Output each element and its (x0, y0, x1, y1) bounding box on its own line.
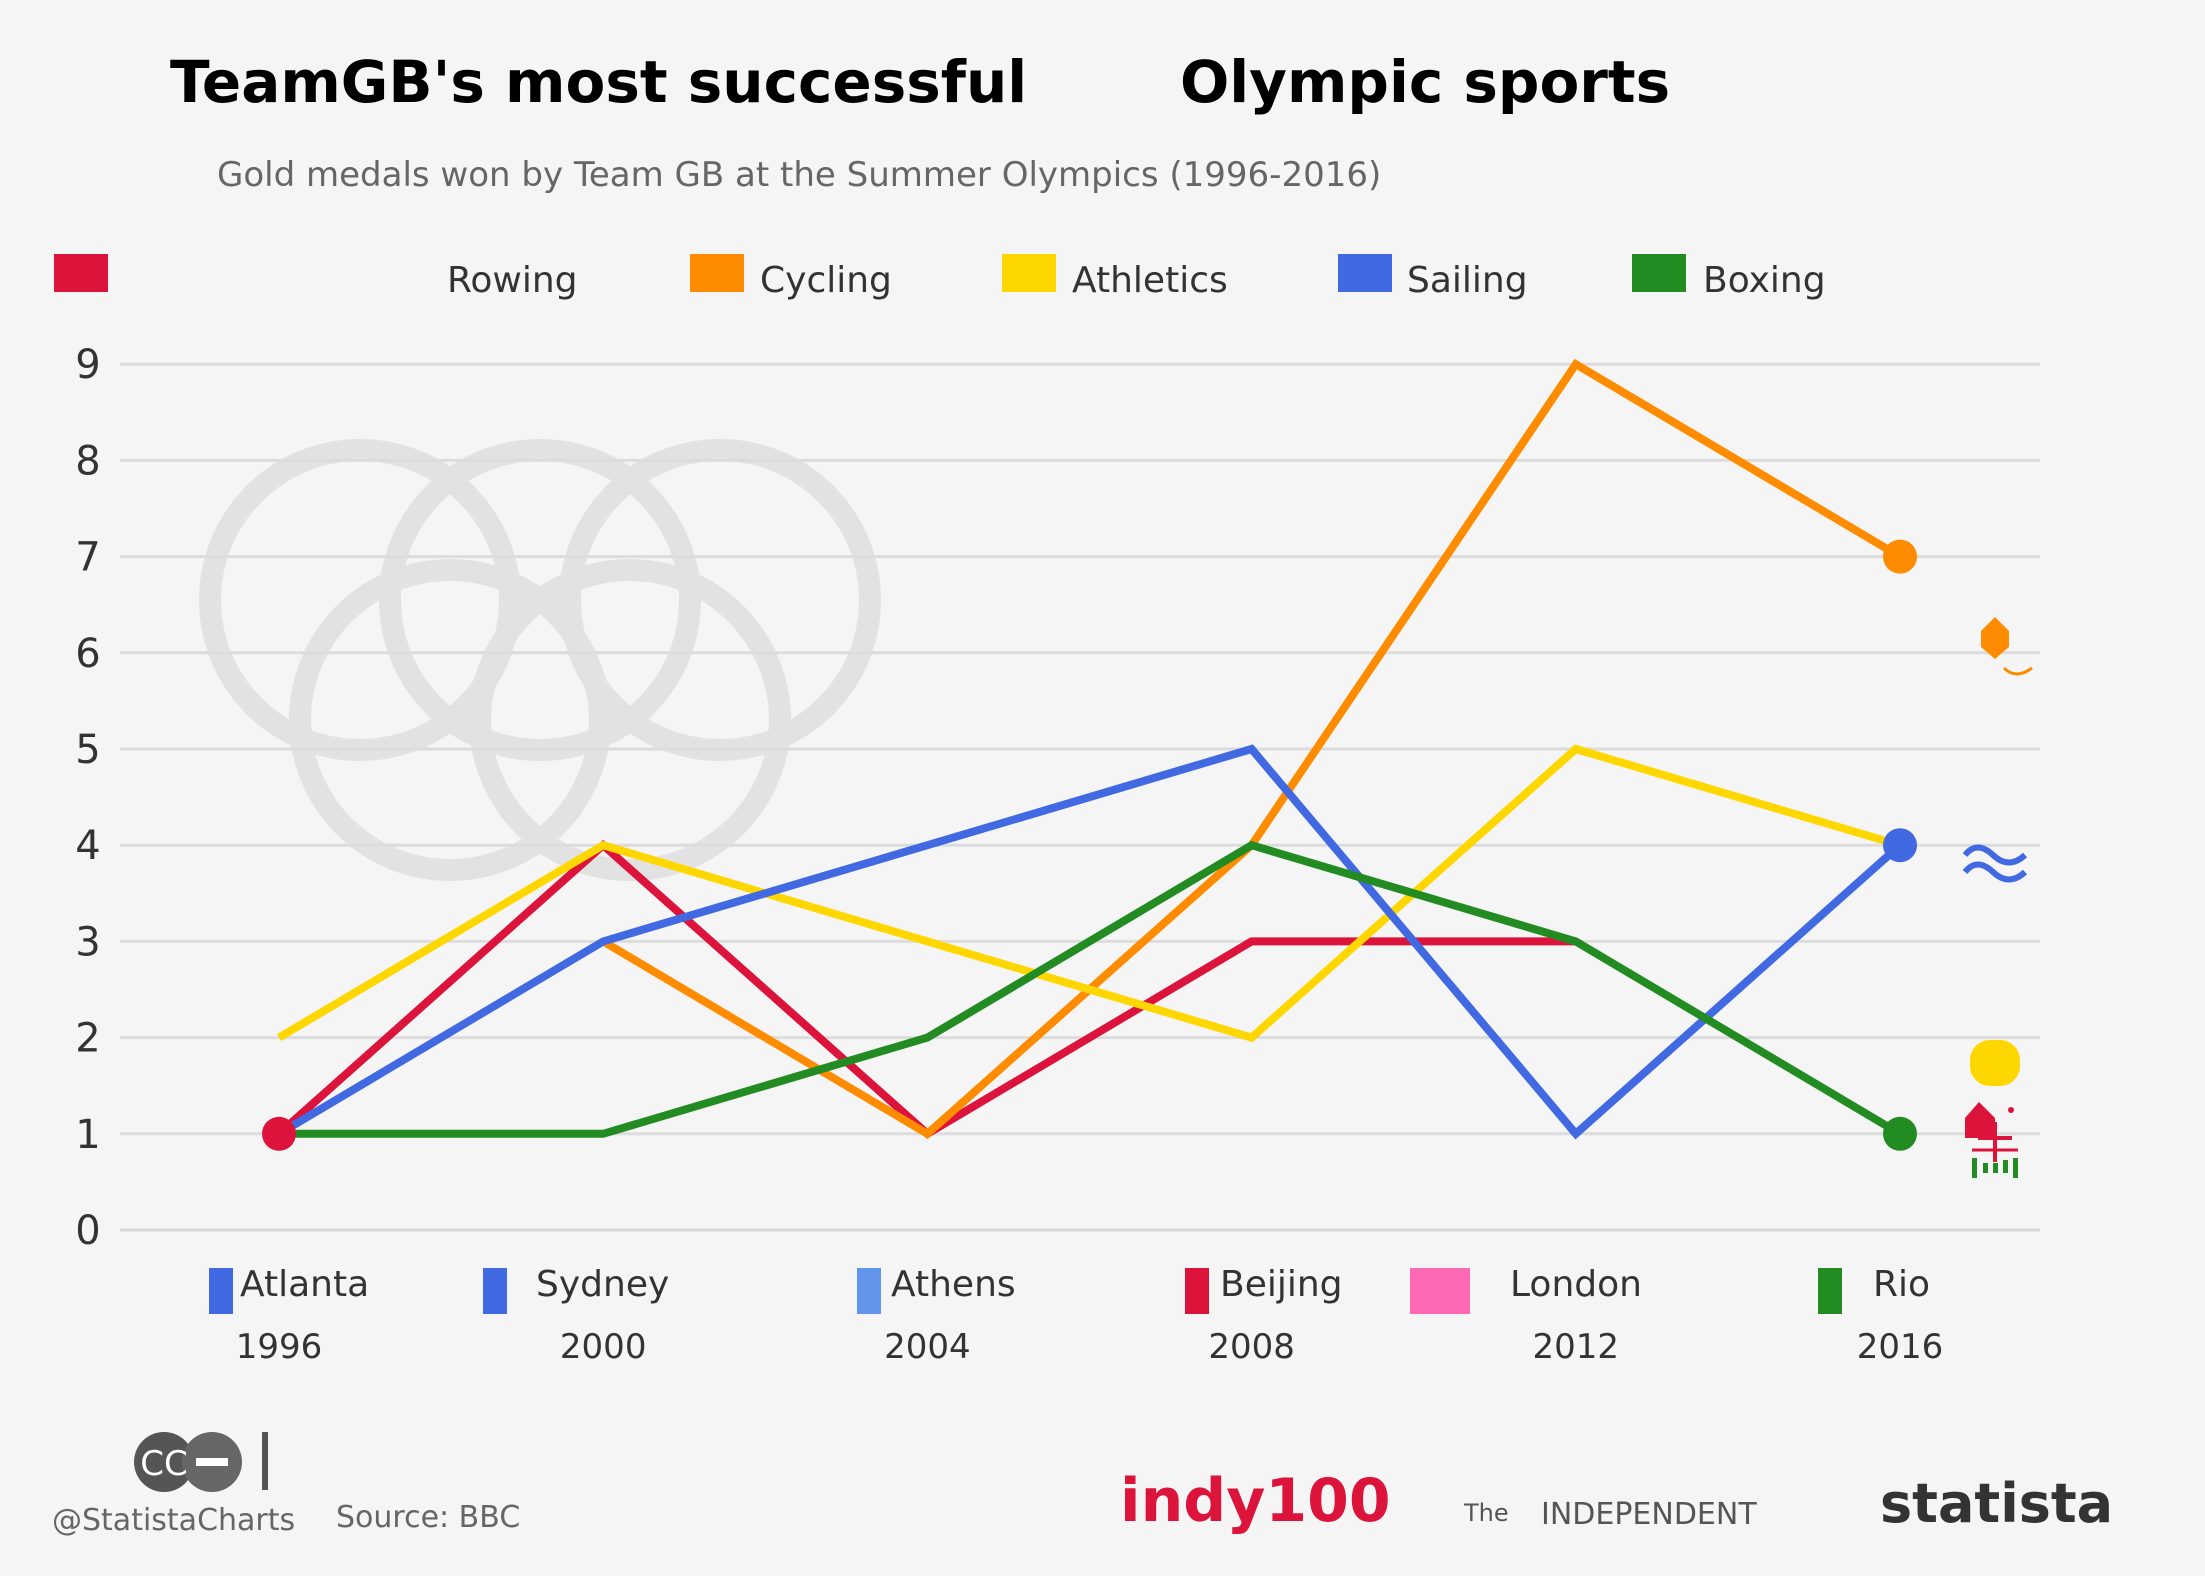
y-tick-label: 8 (75, 438, 100, 484)
series-marker-cycling-end (1883, 539, 1917, 574)
footer-handle: @StatistaCharts (52, 1503, 295, 1538)
series-marker-rowing-start (262, 1116, 296, 1151)
sport-icons (1962, 617, 2033, 1178)
x-tick-label: 2000 (560, 1327, 647, 1367)
city-flag-london (1410, 1268, 1470, 1314)
legend-swatch-rowing (54, 254, 108, 292)
y-tick-label: 9 (75, 342, 100, 388)
city-label-sydney: Sydney (536, 1264, 669, 1305)
x-tick-label: 2016 (1857, 1327, 1944, 1367)
series-marker-boxing-end (1883, 1116, 1917, 1151)
x-tick-label: 2004 (884, 1327, 971, 1367)
cycling-icon (1981, 617, 2033, 676)
olympic-ring-4 (289, 559, 611, 881)
legend-swatch-boxing (1632, 254, 1686, 292)
legend-swatch-athletics (1002, 254, 1056, 292)
legend-label-rowing: Rowing (447, 260, 578, 301)
chart-subtitle: Gold medals won by Team GB at the Summer… (217, 155, 1381, 195)
y-tick-label: 5 (75, 727, 100, 773)
chart-title-part2: Olympic sports (1180, 48, 1670, 116)
y-tick-label: 4 (75, 823, 100, 869)
x-tick-label: 2012 (1533, 1327, 1620, 1367)
cc-license-icon: CC (134, 1432, 268, 1492)
city-label-rio: Rio (1873, 1264, 1930, 1305)
legend-label-sailing: Sailing (1407, 260, 1528, 301)
footer: CC @StatistaCharts Source: BBC indy100 T… (52, 1432, 2113, 1538)
x-tick-label: 1996 (236, 1327, 323, 1367)
city-flag-athens (857, 1268, 881, 1314)
series-marker-sailing-end (1883, 828, 1917, 863)
city-label-atlanta: Atlanta (240, 1264, 369, 1305)
y-tick-label: 1 (75, 1112, 100, 1158)
chart-title-part1: TeamGB's most successful (170, 48, 1027, 116)
series-line-rowing (276, 839, 1576, 1139)
series-line-sailing (276, 744, 1903, 1140)
athletics-icon (1970, 1040, 2020, 1086)
y-tick-label: 2 (75, 1016, 100, 1062)
city-flag-rio (1818, 1268, 1842, 1314)
y-axis: 0 1 2 3 4 5 6 7 8 9 (75, 342, 100, 1254)
city-label-london: London (1510, 1264, 1642, 1305)
independent-logo: INDEPENDENT (1541, 1497, 1757, 1532)
statista-logo: statista (1880, 1472, 2113, 1535)
legend-label-athletics: Athletics (1072, 260, 1228, 301)
city-flag-sydney (483, 1268, 507, 1314)
olympic-rings-watermark (199, 439, 881, 881)
legend-label-boxing: Boxing (1703, 260, 1826, 301)
y-tick-label: 6 (75, 631, 100, 677)
indy100-logo: indy100 (1120, 1466, 1391, 1536)
x-tick-label: 2008 (1208, 1327, 1295, 1367)
city-flag-beijing (1185, 1268, 1209, 1314)
series-line-athletics (276, 744, 1902, 1043)
y-tick-label: 0 (75, 1208, 100, 1254)
city-flag-atlanta (209, 1268, 233, 1314)
footer-source: Source: BBC (336, 1500, 520, 1535)
legend: Rowing Cycling Athletics Sailing Boxing (54, 254, 1826, 301)
city-label-beijing: Beijing (1220, 1264, 1343, 1305)
series-line-boxing (279, 840, 1903, 1138)
independent-the: The (1463, 1499, 1509, 1527)
rowing-icon (1965, 1102, 2018, 1162)
city-label-athens: Athens (891, 1264, 1016, 1305)
x-axis: Atlanta Sydney Athens Beijing London Rio 1996 2… (209, 1264, 1943, 1367)
y-tick-label: 7 (75, 535, 100, 581)
legend-label-cycling: Cycling (760, 260, 892, 301)
series-markers (262, 539, 1917, 1151)
y-tick-label: 3 (75, 919, 100, 965)
legend-swatch-sailing (1338, 254, 1392, 292)
cc-badge-text: CC (140, 1444, 187, 1484)
sailing-icon (1962, 844, 2028, 883)
legend-swatch-cycling (690, 254, 744, 292)
boxing-icon (1972, 1158, 2018, 1178)
series-lines (276, 358, 1903, 1140)
